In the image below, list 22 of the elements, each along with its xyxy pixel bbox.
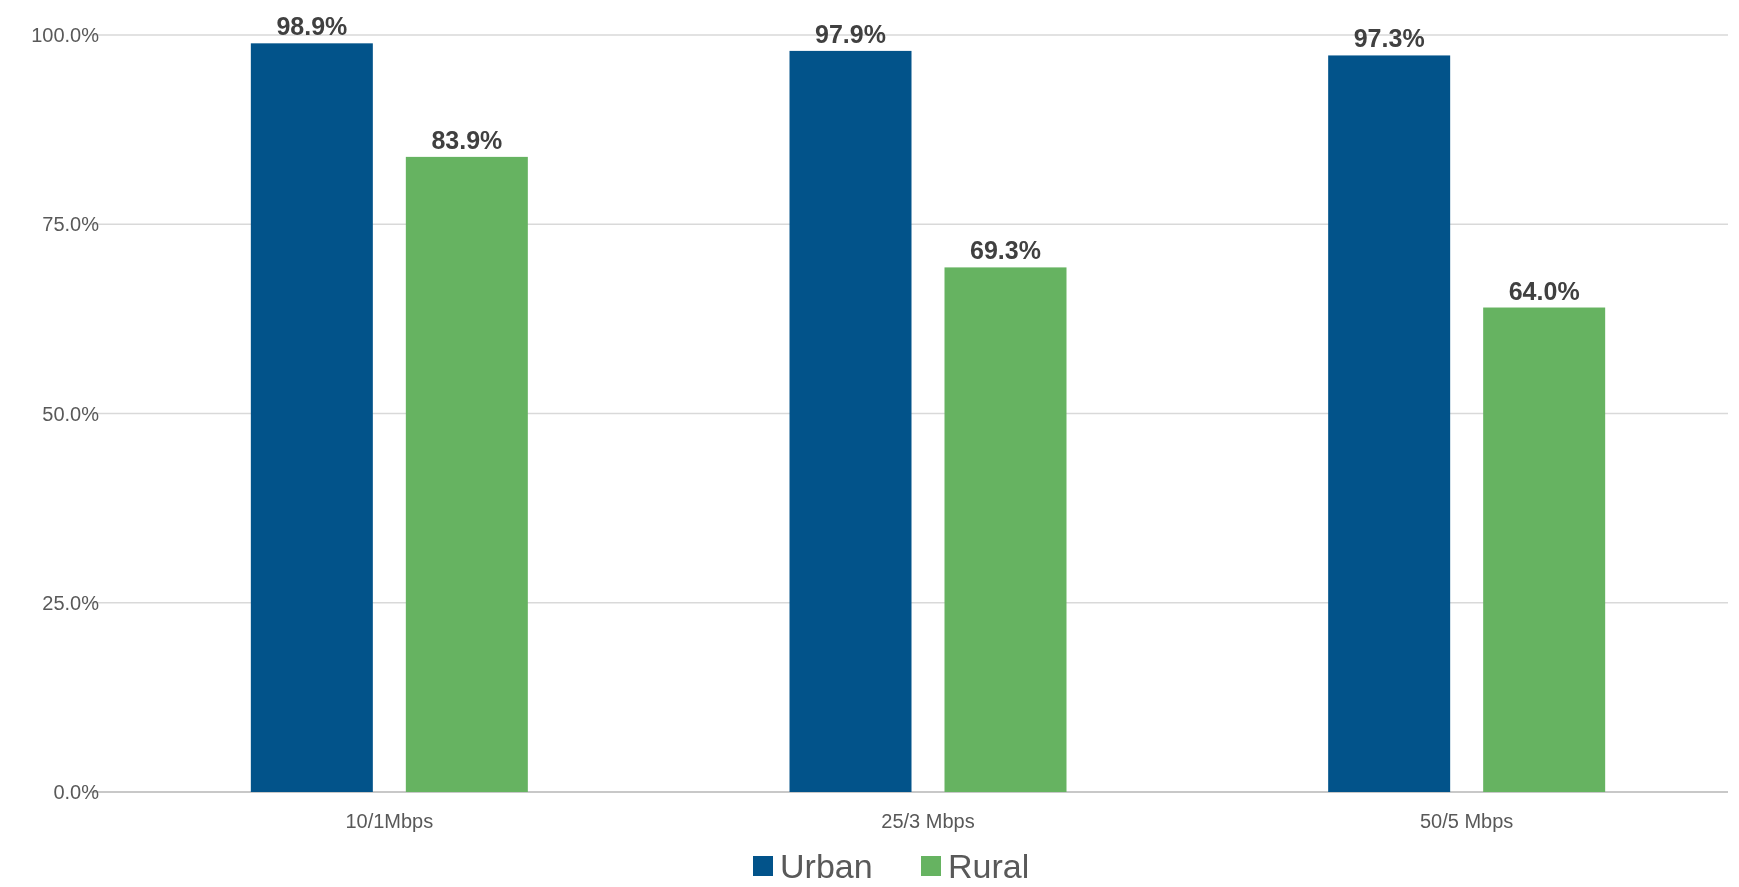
text: 97.3% <box>1353 24 1425 53</box>
y-tick-label: 0.0% <box>53 781 100 803</box>
text: 97.9% <box>815 19 886 48</box>
text: 64.0% <box>1508 276 1580 305</box>
x-tick-label: 50/5 Mbps <box>1419 810 1514 832</box>
text: 69.3% <box>970 236 1041 265</box>
text: 98.9% <box>276 12 348 41</box>
y-tick-label: 100.0% <box>31 24 100 46</box>
bar <box>944 267 1067 792</box>
y-tick-label: 75.0% <box>42 213 100 236</box>
bar <box>789 50 912 792</box>
y-tick-label: 50.0% <box>42 402 100 425</box>
text: 83.9% <box>431 125 503 154</box>
bar <box>250 43 373 792</box>
x-tick-label: 10/1Mbps <box>345 810 434 832</box>
legend-label: Urban <box>780 847 873 885</box>
legend-label: Rural <box>948 847 1030 885</box>
x-tick-label: 25/3 Mbps <box>881 810 975 832</box>
bar <box>1483 307 1606 792</box>
y-tick-label: 25.0% <box>42 591 100 614</box>
bar <box>1328 55 1451 792</box>
bar <box>405 156 528 792</box>
